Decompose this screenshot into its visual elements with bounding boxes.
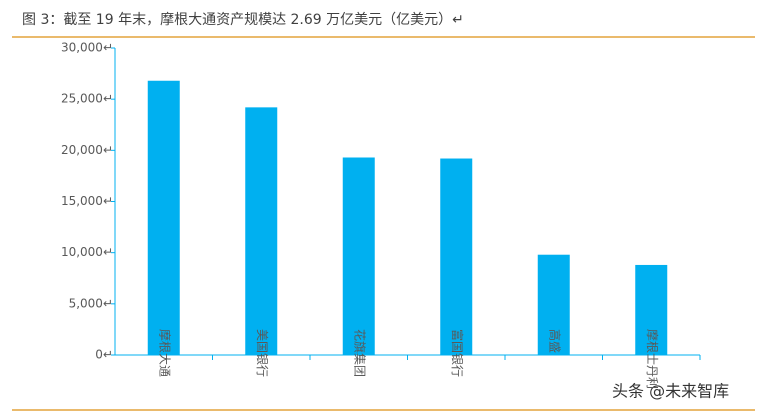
x-tick-label: 摩根士丹利 bbox=[645, 329, 660, 389]
watermark: 头条 @未来智库 bbox=[612, 382, 729, 401]
y-tick-label: 20,000↵ bbox=[61, 143, 113, 157]
y-tick-label: 0↵ bbox=[95, 348, 113, 362]
x-tick-label: 花旗集团 bbox=[352, 329, 367, 377]
x-tick-label: 富国银行 bbox=[450, 329, 465, 377]
x-tick-label: 摩根大通 bbox=[157, 329, 172, 377]
bar bbox=[537, 254, 570, 355]
bar bbox=[147, 80, 180, 355]
y-tick-label: 10,000↵ bbox=[61, 245, 113, 259]
y-tick-label: 25,000↵ bbox=[61, 92, 113, 106]
y-tick-label: 15,000↵ bbox=[61, 194, 113, 208]
chart-title: 图 3：截至 19 年末，摩根大通资产规模达 2.69 万亿美元（亿美元）↵ bbox=[22, 11, 464, 28]
bar bbox=[245, 107, 278, 355]
bar bbox=[342, 157, 375, 355]
bar bbox=[440, 158, 473, 355]
x-tick-label: 美国银行 bbox=[255, 329, 269, 377]
y-tick-label: 5,000↵ bbox=[69, 296, 113, 310]
bar bbox=[635, 264, 668, 355]
x-tick-label: 高盛 bbox=[547, 329, 562, 353]
y-tick-label: 30,000↵ bbox=[61, 41, 113, 55]
